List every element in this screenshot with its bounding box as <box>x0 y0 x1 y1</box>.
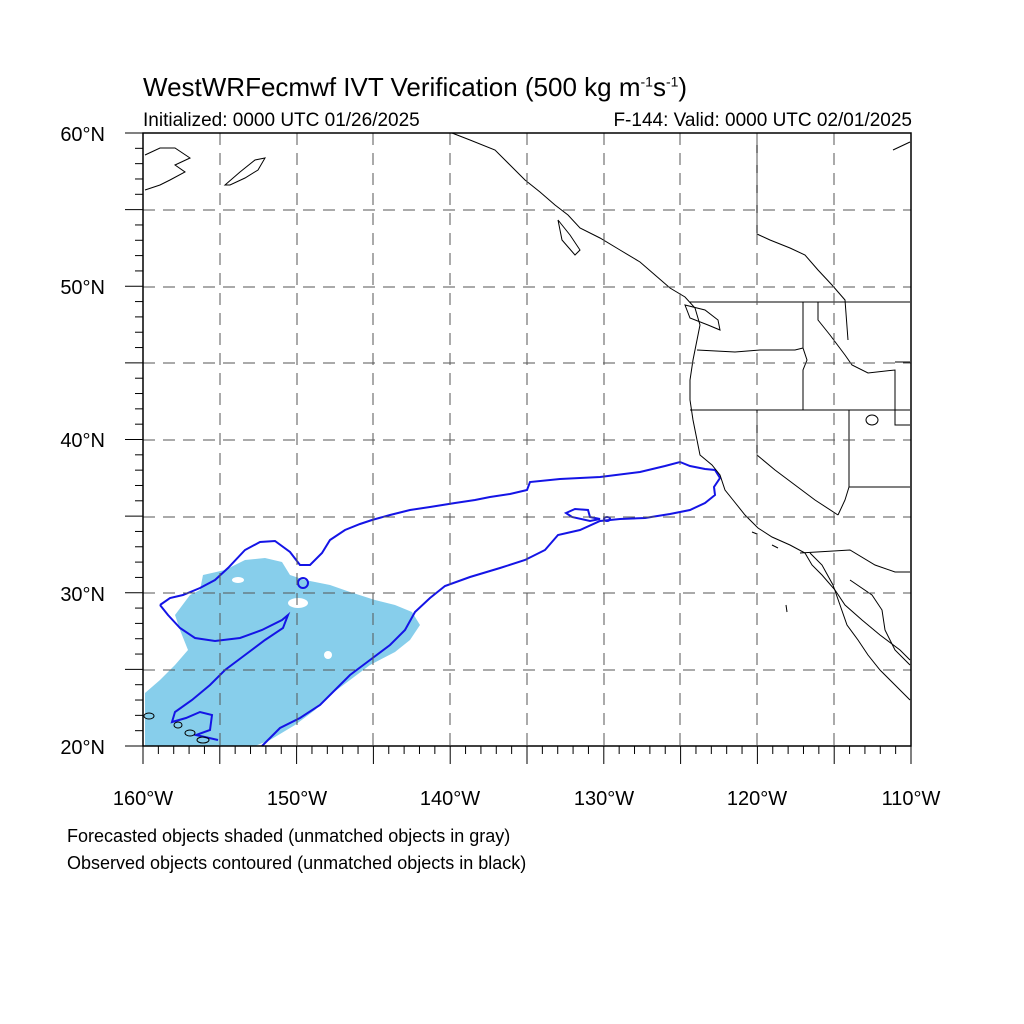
map-title: WestWRFecmwf IVT Verification (500 kg m-… <box>143 72 688 102</box>
lon-label-140w: 140°W <box>420 788 480 810</box>
observed-ivt-contour-arm <box>159 604 291 741</box>
lon-label-120w: 120°W <box>727 788 787 810</box>
lon-label-160w: 160°W <box>113 788 173 810</box>
observed-ivt-contour-small <box>603 516 611 522</box>
observed-ivt-contour-small <box>563 507 601 523</box>
forecast-hole <box>232 577 244 583</box>
lat-label-40: 40°N <box>60 430 105 452</box>
forecast-hole <box>288 598 308 608</box>
lon-label-130w: 130°W <box>574 788 634 810</box>
lat-label-60: 60°N <box>60 124 105 146</box>
legend-observed-note: Observed objects contoured (unmatched ob… <box>67 853 527 873</box>
lon-label-110w: 110°W <box>882 788 941 810</box>
political-boundaries <box>690 133 910 573</box>
valid-time: F-144: Valid: 0000 UTC 02/01/2025 <box>613 110 912 131</box>
lat-label-20: 20°N <box>60 737 105 759</box>
forecast-hole <box>324 651 332 659</box>
observed-ivt-contour-small <box>297 577 309 589</box>
initialized-time: Initialized: 0000 UTC 01/26/2025 <box>143 110 420 131</box>
graticule <box>143 133 911 746</box>
lon-label-150w: 150°W <box>267 788 327 810</box>
lat-label-30: 30°N <box>60 584 105 606</box>
lon-labels: 160°W 150°W 140°W 130°W 120°W 110°W <box>113 788 941 810</box>
forecast-ivt-object <box>145 558 420 746</box>
legend-forecast-note: Forecasted objects shaded (unmatched obj… <box>67 826 511 846</box>
lat-label-50: 50°N <box>60 277 105 299</box>
coastlines <box>143 132 911 744</box>
axis-ticks <box>125 132 912 764</box>
lat-labels: 60°N 50°N 40°N 30°N 20°N <box>60 124 105 759</box>
